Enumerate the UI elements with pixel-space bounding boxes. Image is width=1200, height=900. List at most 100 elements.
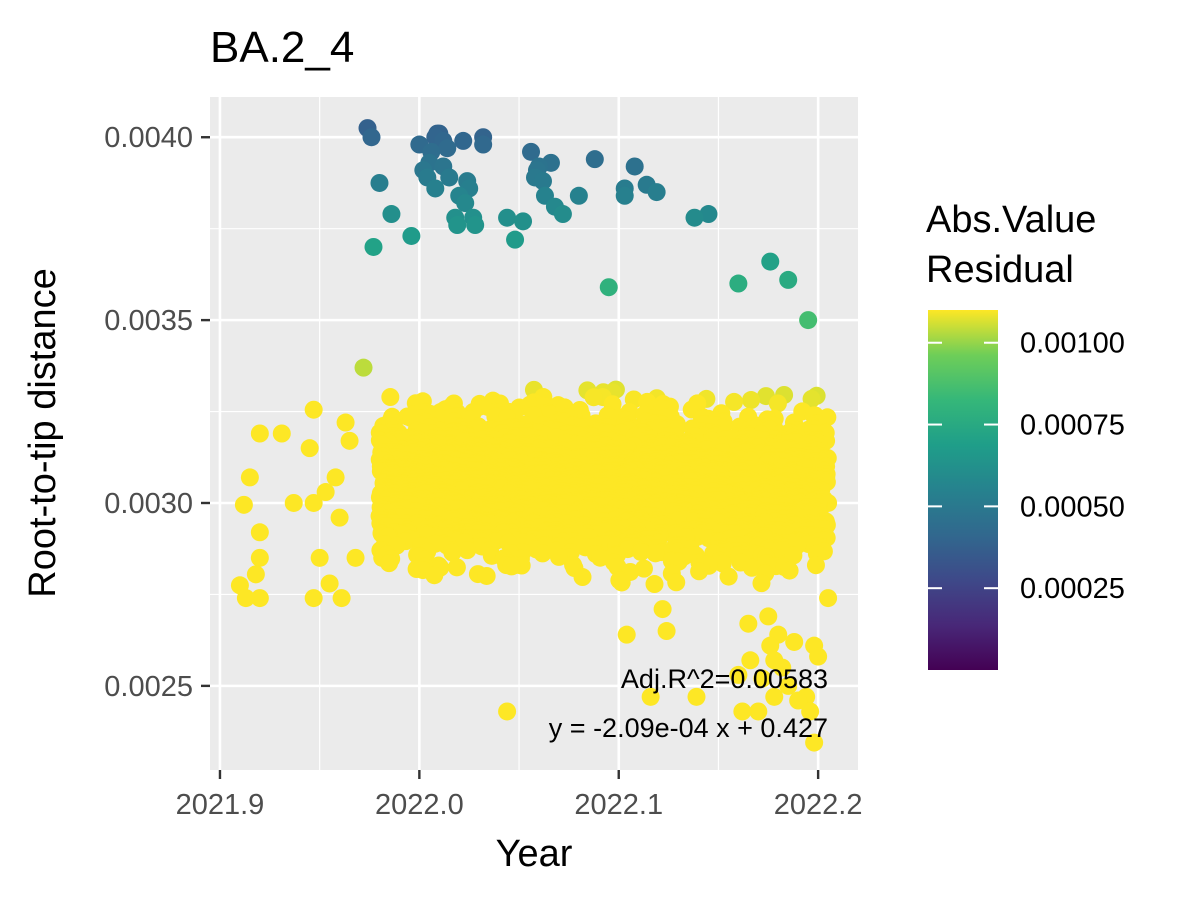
data-point [284, 493, 303, 512]
x-axis: 2021.9 2022.0 2022.1 2022.2 [176, 770, 863, 821]
data-point [498, 208, 517, 227]
data-point [779, 676, 798, 695]
data-point [809, 647, 828, 666]
data-point [522, 142, 541, 161]
data-point [690, 562, 709, 581]
data-point [382, 205, 401, 224]
data-point [749, 702, 768, 721]
data-point [250, 424, 269, 443]
regression-equation-label: y = -2.09e-04 x + 0.427 [549, 713, 828, 743]
data-point [773, 658, 792, 677]
legend-title-line2: Residual [926, 249, 1074, 291]
y-tick-label: 0.0040 [104, 122, 193, 154]
chart-title: BA.2_4 [210, 23, 354, 72]
data-point [761, 636, 780, 655]
data-point [584, 388, 603, 407]
data-point [250, 548, 269, 567]
x-tick-label: 2022.0 [375, 789, 464, 821]
data-point [647, 183, 666, 202]
data-point [801, 702, 820, 721]
data-point [612, 573, 631, 592]
data-point [381, 388, 400, 407]
data-point [448, 216, 467, 235]
data-point [332, 589, 351, 608]
y-tick-label: 0.0025 [104, 671, 193, 703]
data-point [625, 157, 644, 176]
x-tick-label: 2021.9 [176, 789, 265, 821]
adj-r2-label: Adj.R^2=0.00583 [621, 664, 828, 694]
data-point [634, 559, 653, 578]
data-point [768, 394, 787, 413]
data-point [733, 702, 752, 721]
data-point [819, 589, 838, 608]
data-point [506, 230, 525, 249]
legend-title-line1: Abs.Value [926, 199, 1096, 241]
data-point [402, 226, 421, 245]
data-point [646, 544, 665, 563]
data-point [585, 150, 604, 169]
data-point [533, 544, 552, 563]
data-point [316, 483, 335, 502]
data-point [615, 186, 634, 205]
data-point [456, 194, 475, 213]
data-point [685, 208, 704, 227]
y-axis-label: Root-to-tip distance [22, 268, 64, 598]
data-point [667, 573, 686, 592]
data-point [304, 493, 323, 512]
x-axis-label: Year [496, 833, 573, 875]
data-point [272, 424, 291, 443]
regression-line-group [210, 0, 858, 7]
data-point [330, 508, 349, 527]
data-point [759, 607, 778, 626]
data-point [300, 439, 319, 458]
data-point [426, 179, 445, 198]
data-point [765, 687, 784, 706]
data-point [789, 691, 808, 710]
colorbar-tick-label: 0.00050 [1020, 491, 1125, 523]
data-point [617, 625, 636, 644]
data-point [729, 665, 748, 684]
data-point [514, 212, 533, 231]
data-point [246, 565, 265, 584]
data-point [477, 566, 496, 585]
colorbar [928, 310, 998, 670]
x-tick-label: 2022.2 [774, 789, 863, 821]
data-point [742, 391, 761, 410]
data-point [533, 172, 552, 191]
y-tick-label: 0.0030 [104, 488, 193, 520]
colorbar-tick-label: 0.00025 [1020, 573, 1125, 605]
data-points [230, 119, 838, 752]
data-point [631, 542, 650, 561]
color-legend: Abs.Value Residual 0.00025 0.00050 0.00075… [926, 199, 1125, 670]
data-point [761, 252, 780, 271]
colorbar-ticks: 0.00025 0.00050 0.00075 0.00100 [928, 328, 1125, 605]
data-point [599, 278, 618, 297]
data-point [502, 557, 521, 576]
data-point [304, 400, 323, 419]
data-point [641, 687, 660, 706]
colorbar-tick-label: 0.00075 [1020, 410, 1125, 442]
data-point [370, 173, 389, 192]
data-point [779, 270, 798, 289]
data-point [310, 548, 329, 567]
data-point [466, 216, 485, 235]
x-tick-label: 2022.1 [574, 789, 663, 821]
data-point [458, 541, 477, 560]
data-point [340, 431, 359, 450]
data-point [443, 543, 462, 562]
data-point [474, 135, 493, 154]
data-point [346, 548, 365, 567]
data-point [799, 311, 818, 330]
data-point [250, 589, 269, 608]
data-point [236, 589, 255, 608]
data-point [687, 687, 706, 706]
data-point [725, 392, 744, 411]
data-point [425, 566, 444, 585]
data-point [553, 205, 572, 224]
data-point [380, 554, 399, 573]
data-point [240, 468, 259, 487]
regression-line [210, 0, 858, 7]
data-point [573, 568, 592, 587]
data-point [645, 575, 664, 594]
